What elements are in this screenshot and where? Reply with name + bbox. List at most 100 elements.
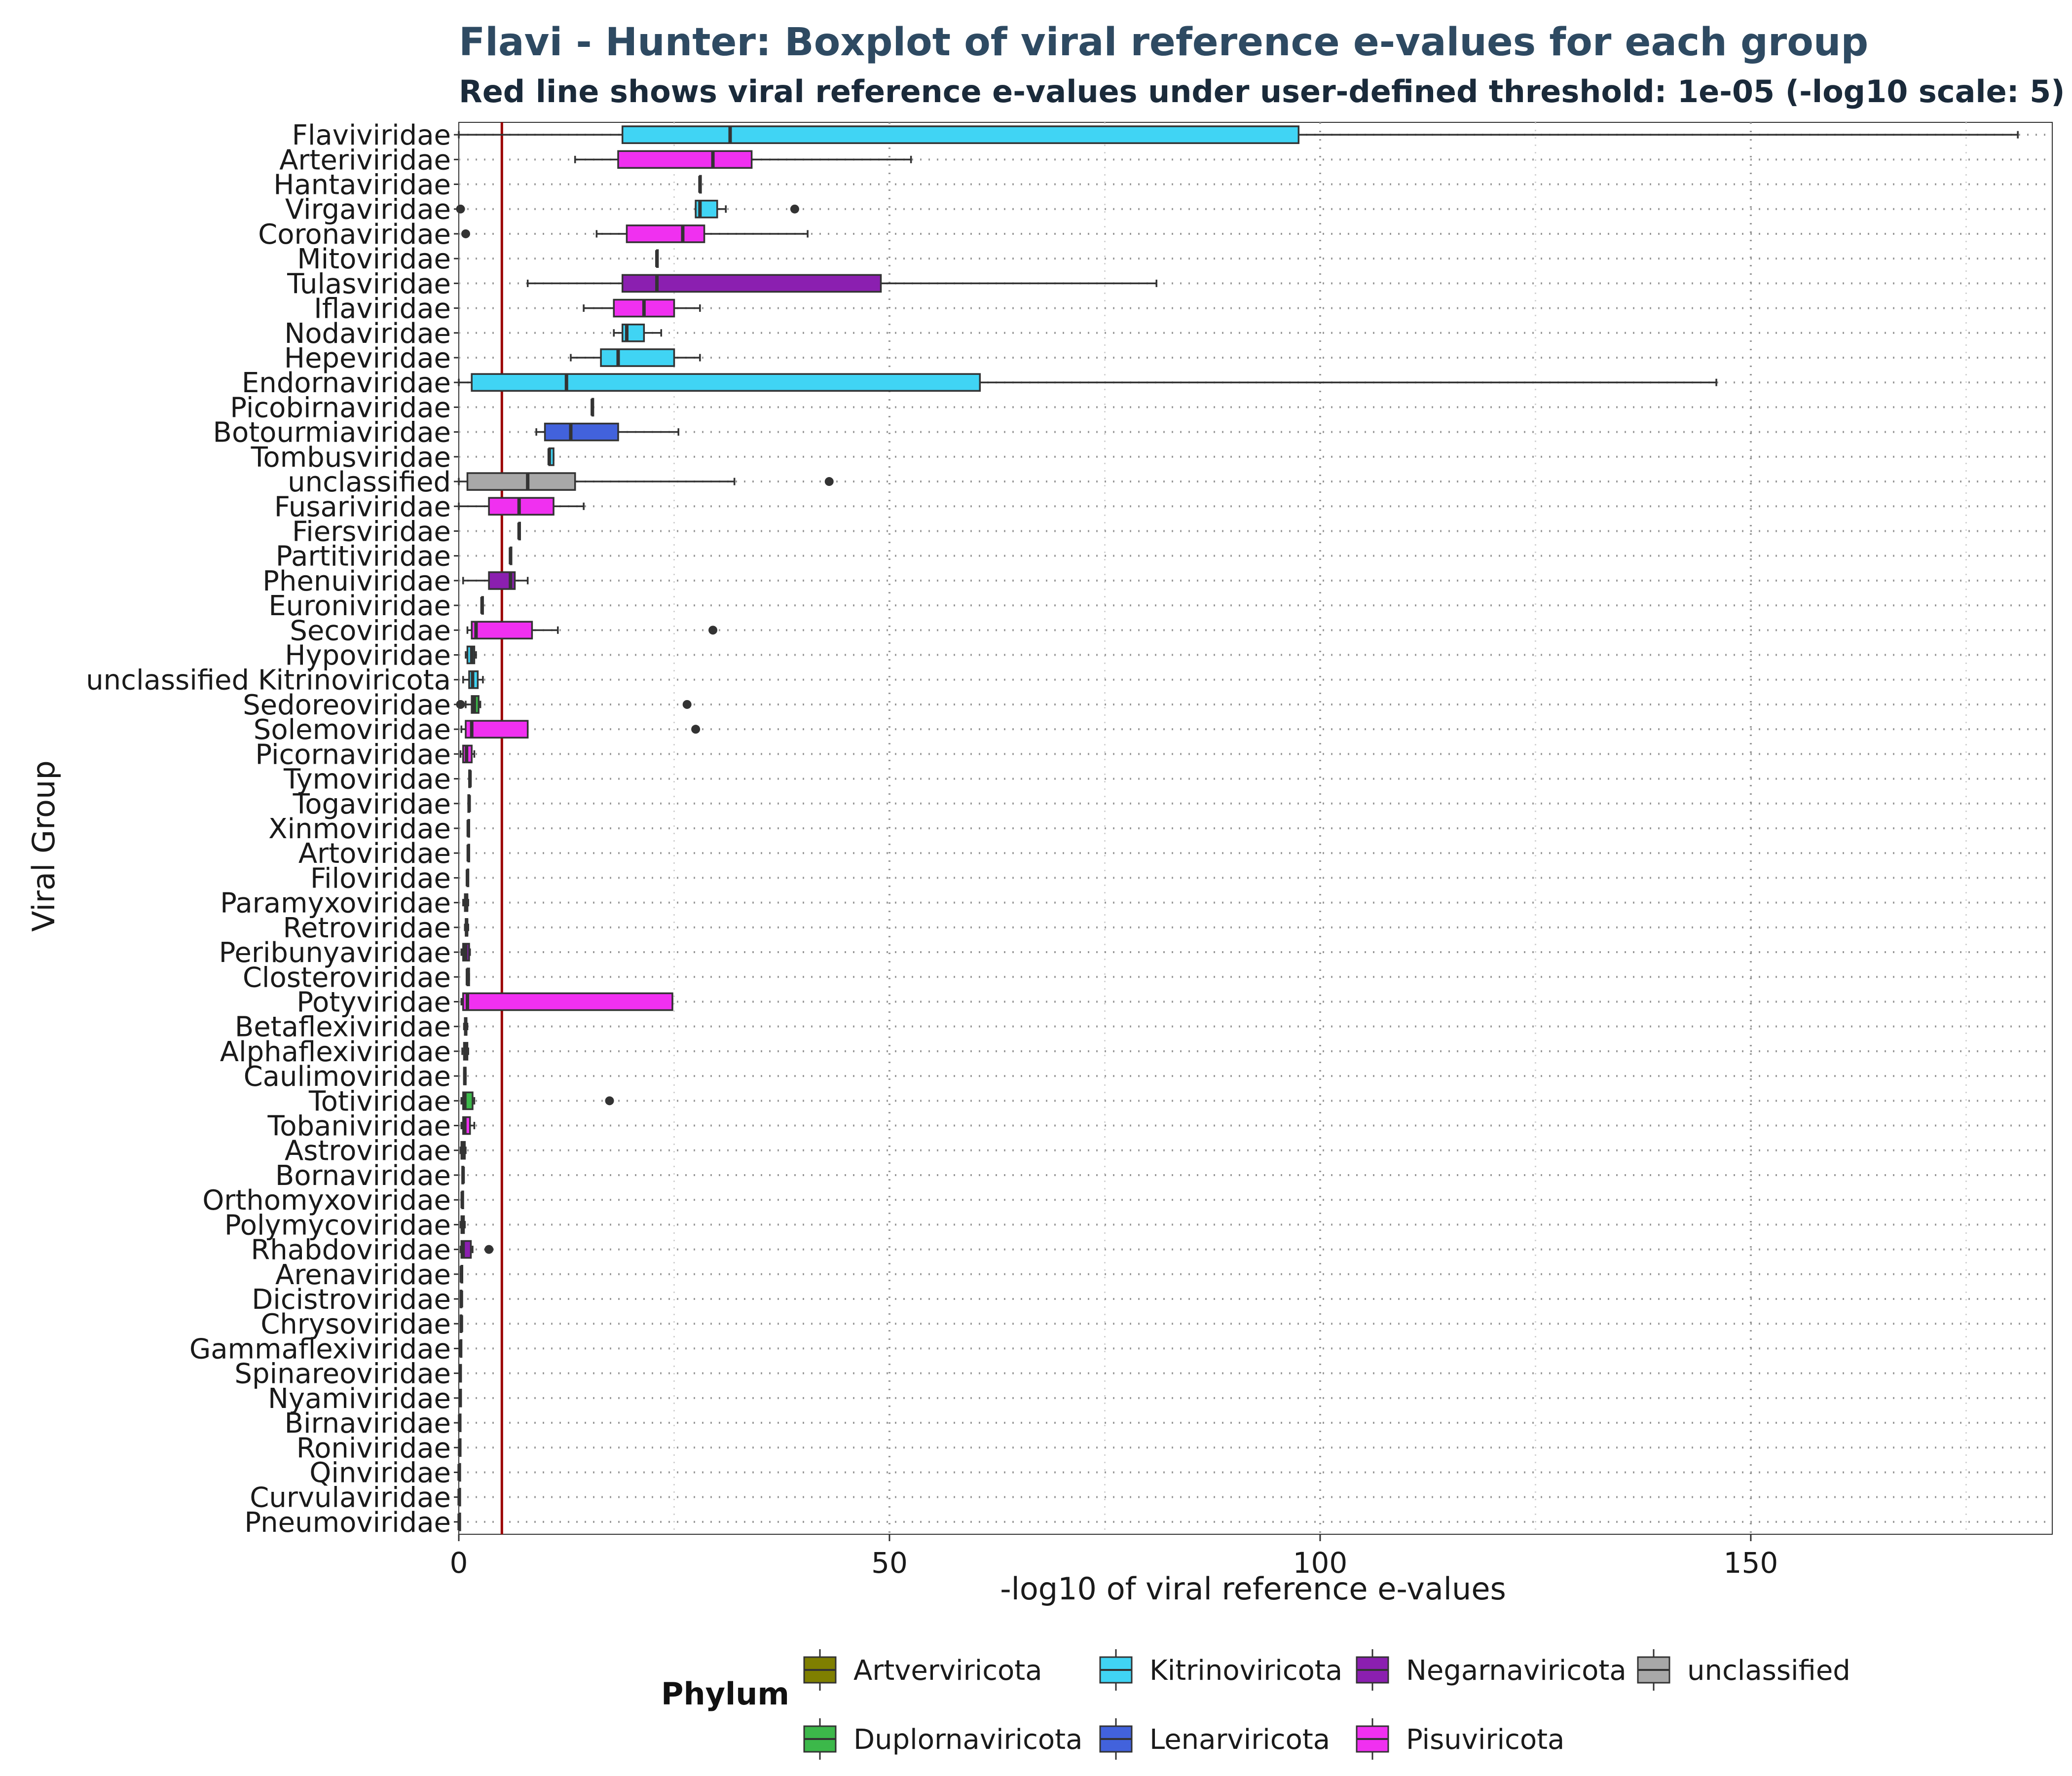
y-tick-label: Arenaviridae <box>275 1259 451 1291</box>
legend-label: Duplornaviricota <box>853 1724 1082 1756</box>
y-tick-label: Secoviridae <box>290 615 451 647</box>
y-tick-label: Caulimoviridae <box>244 1061 451 1093</box>
y-tick-label: Endornaviridae <box>242 367 451 399</box>
legend-label: Pisuviricota <box>1406 1724 1564 1756</box>
legend-item: Artverviricota <box>803 1649 1042 1691</box>
box-group <box>464 918 469 937</box>
box-group <box>535 422 679 442</box>
box-group <box>547 447 555 466</box>
box-group <box>457 1463 461 1482</box>
box-group <box>460 992 673 1011</box>
y-tick-label: Closteroviridae <box>243 962 451 994</box>
box-iqr <box>471 621 533 640</box>
y-tick-label: Gammaflexiviridae <box>189 1333 451 1365</box>
box-group <box>458 1413 462 1432</box>
box-iqr <box>544 422 619 442</box>
box-iqr <box>617 150 753 169</box>
box-group <box>465 967 470 987</box>
legend-title: Phylum <box>661 1676 789 1712</box>
box-group <box>458 1339 463 1358</box>
box-iqr <box>621 274 882 293</box>
y-tick-label: Potyviridae <box>296 986 451 1018</box>
box-group <box>465 868 470 888</box>
box-group <box>457 1513 461 1531</box>
box-group <box>655 249 659 268</box>
box-group <box>459 1215 466 1234</box>
box-group <box>574 150 912 169</box>
box-iqr <box>488 497 555 516</box>
y-tick-label: Roniviridae <box>296 1432 451 1464</box>
box-group <box>466 819 470 838</box>
y-tick-label: Chrysoviridae <box>260 1308 451 1340</box>
box-iqr <box>621 125 1300 144</box>
y-tick-label: Spinareoviridae <box>234 1358 451 1390</box>
box-group <box>466 621 718 640</box>
legend-item: Kitrinoviricota <box>1099 1649 1342 1691</box>
legend-item: Pisuviricota <box>1356 1718 1564 1760</box>
x-tick-label: 50 <box>871 1546 908 1580</box>
legend-label: unclassified <box>1687 1655 1850 1687</box>
legend-item: Duplornaviricota <box>803 1718 1082 1760</box>
y-tick-label: Orthomyxoviridae <box>202 1184 451 1217</box>
y-tick-label: Tymoviridae <box>283 764 451 796</box>
y-tick-label: Alphaflexiviridae <box>220 1036 451 1068</box>
box-group <box>462 670 484 689</box>
x-tick-label: 100 <box>1293 1546 1348 1580</box>
box-iqr <box>600 348 675 367</box>
y-tick-label: Picornaviridae <box>255 739 451 771</box>
box-group <box>461 1042 469 1061</box>
box-group <box>463 1067 467 1085</box>
y-tick-label: Astroviridae <box>285 1135 451 1167</box>
box-group <box>459 1314 463 1333</box>
y-tick-label: Tobaniviridae <box>267 1110 451 1143</box>
y-tick-label: Xinmoviridae <box>268 813 451 845</box>
y-tick-label: Curvulaviridae <box>250 1482 451 1514</box>
y-tick-label: Fusariviridae <box>274 491 451 523</box>
box-group <box>458 1389 462 1407</box>
box-group <box>459 1141 467 1160</box>
outlier-point <box>484 1245 494 1254</box>
y-tick-label: Hypoviridae <box>285 640 451 672</box>
box-iqr <box>466 472 576 491</box>
box-group <box>458 497 585 516</box>
box-group <box>459 1240 494 1259</box>
y-tick-label: Retroviridae <box>283 912 451 944</box>
legend-label: Lenarviricota <box>1149 1724 1330 1756</box>
x-tick-label: 0 <box>450 1546 468 1580</box>
box-group <box>613 323 663 342</box>
box-iqr <box>462 992 673 1011</box>
y-tick-label: unclassified <box>288 466 451 498</box>
y-tick-label: Artoviridae <box>298 838 451 870</box>
y-axis-label: Viral Group <box>26 760 62 931</box>
y-tick-label: Fiersviridae <box>292 516 451 548</box>
box-group <box>468 769 472 788</box>
y-tick-label: Tulasviridae <box>287 268 451 300</box>
box-group <box>459 744 476 764</box>
box-group <box>463 1017 469 1036</box>
box-group <box>460 943 471 962</box>
legend-label: Negarnaviricota <box>1406 1655 1627 1687</box>
y-tick-label: Sedoreoviridae <box>243 689 451 721</box>
y-tick-label: Dicistroviridae <box>252 1284 451 1316</box>
box-group <box>456 199 799 219</box>
box-iqr <box>471 373 981 392</box>
box-group <box>458 472 834 491</box>
y-tick-label: Iflaviridae <box>314 293 451 325</box>
y-tick-label: unclassified Kitrinoviricota <box>86 665 451 697</box>
outlier-point <box>691 725 701 734</box>
box-group <box>570 348 701 367</box>
outlier-point <box>790 204 799 214</box>
outlier-point <box>708 626 718 635</box>
box-group <box>467 794 471 813</box>
x-tick-label: 150 <box>1724 1546 1778 1580</box>
box-group <box>517 521 521 541</box>
y-tick-label: Peribunyaviridae <box>219 937 451 969</box>
y-tick-label: Picobirnaviridae <box>230 392 451 424</box>
y-tick-label: Hantaviridae <box>273 169 451 201</box>
outlier-point <box>682 700 692 709</box>
box-group <box>583 298 701 318</box>
box-group <box>466 844 470 863</box>
box-group <box>462 571 529 590</box>
y-tick-label: Euroniviridae <box>268 590 451 622</box>
